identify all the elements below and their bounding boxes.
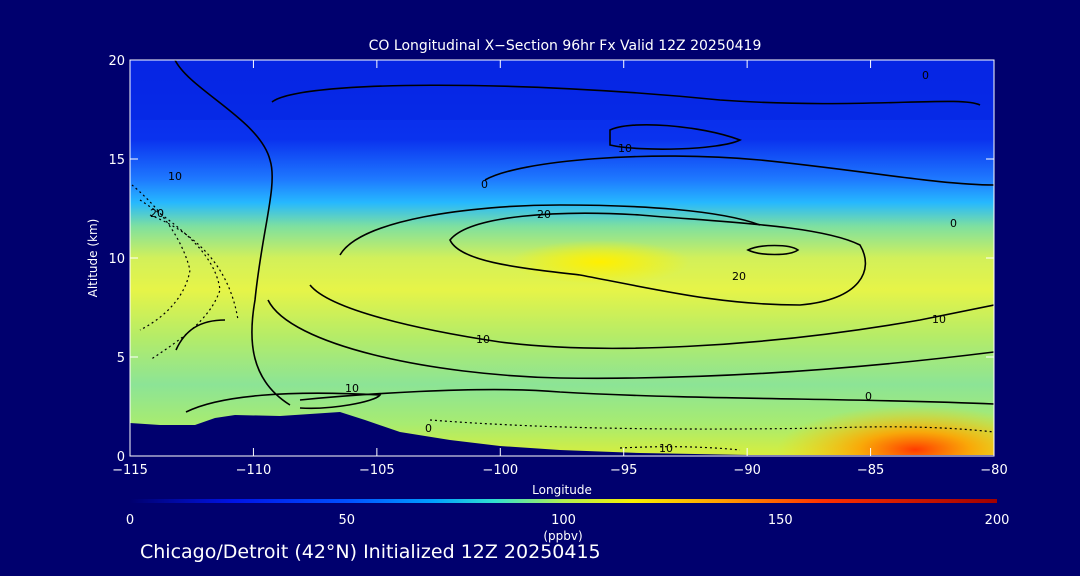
contour-label: 10 [659,442,673,455]
contour-label: 0 [865,390,872,403]
contour-label: 0 [922,69,929,82]
contour-label: 10 [932,313,946,326]
x-tick-label: −80 [980,463,1007,478]
y-tick-label: 10 [108,252,125,267]
colorbar-tick-label: 50 [338,513,355,528]
contour-label: 10 [168,170,182,183]
contour-label-group: 0 10 20 20 10 0 10 0 10 0 10 10 20 0 [150,69,957,455]
y-tick-label: 15 [108,153,125,168]
midlevel-maximum [510,240,690,284]
y-tick-label: 20 [108,54,125,69]
x-tick-label: −115 [112,463,148,478]
footer-caption: Chicago/Detroit (42°N) Initialized 12Z 2… [140,541,601,563]
colorbar-tick-label: 150 [768,513,793,528]
contour-label: 10 [618,142,632,155]
contour-label: 20 [732,270,746,283]
contour-label: 0 [425,422,432,435]
terrain [130,412,994,456]
colorbar-tick-label: 200 [985,513,1010,528]
contour-label: 0 [481,178,488,191]
contour-label: 0 [950,217,957,230]
contour-label: 20 [537,208,551,221]
upper-dark-band [130,60,994,120]
colorbar-tick-label: 0 [126,513,134,528]
y-axis-label: Altitude (km) [86,219,100,298]
y-tick-label: 5 [117,351,125,366]
x-tick-label: −105 [359,463,395,478]
chart-title: CO Longitudinal X−Section 96hr Fx Valid … [369,38,762,54]
contour-lines [174,60,994,413]
x-tick-label: −85 [857,463,884,478]
x-tick-label: −90 [733,463,760,478]
x-tick-label: −100 [482,463,518,478]
negative-contours [131,184,994,451]
contour-label: 10 [476,333,490,346]
axes: −115 −110 −105 −100 −95 −90 −85 −80 0 5 10 15 20 [108,54,1007,478]
contour-label: 20 [150,207,164,220]
colorbar-ticks: 0 50 100 150 200 [126,513,1010,528]
x-axis-label: Longitude [532,483,592,497]
contour-label: 10 [345,382,359,395]
x-tick-label: −110 [236,463,272,478]
plot-area: 0 10 20 20 10 0 10 0 10 0 10 10 20 0 [130,60,994,456]
colorbar [130,499,997,503]
x-tick-label: −95 [610,463,637,478]
colorbar-tick-label: 100 [551,513,576,528]
colorbar-unit: (ppbv) [543,529,582,543]
y-tick-label: 0 [117,450,125,465]
surface-hotspot [600,330,994,456]
